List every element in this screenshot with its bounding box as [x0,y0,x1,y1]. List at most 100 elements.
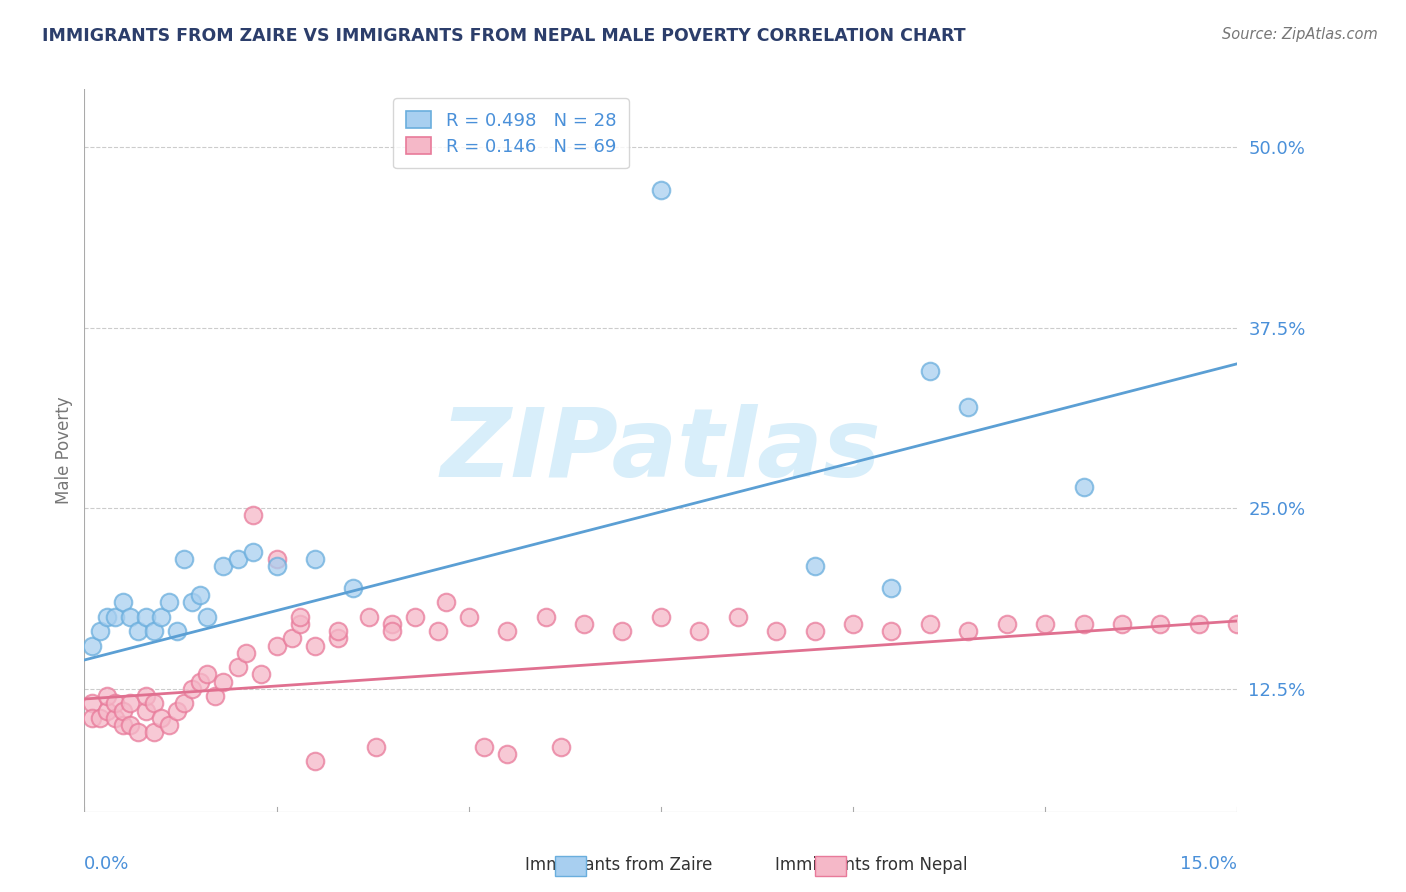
Point [688,624,710,639]
Point [120,696,142,710]
Point [166,624,188,639]
Point [226,660,249,674]
Point [250,667,273,681]
Text: Immigrants from Nepal: Immigrants from Nepal [776,856,967,874]
Point [765,624,787,639]
Point [111,718,134,732]
Point [426,624,449,639]
Point [142,725,165,739]
Point [266,559,288,574]
Point [842,616,865,631]
Point [1033,616,1056,631]
Point [226,551,249,566]
Point [80,639,103,653]
Point [304,754,326,768]
Point [304,639,326,653]
Point [995,616,1018,631]
Point [181,595,204,609]
Point [157,595,180,609]
Point [534,609,557,624]
Point [1188,616,1211,631]
Point [104,711,127,725]
Point [288,616,311,631]
Point [381,616,404,631]
Point [111,595,134,609]
Y-axis label: Male Poverty: Male Poverty [55,397,73,504]
Point [496,624,519,639]
Point [1149,616,1171,631]
Point [918,364,941,378]
Point [242,544,264,558]
Point [1111,616,1133,631]
Point [120,718,142,732]
Point [326,632,349,646]
Point [204,689,226,703]
Text: ZIPatlas: ZIPatlas [440,404,882,497]
Point [142,696,165,710]
Point [357,609,380,624]
Point [195,667,218,681]
Point [880,624,903,639]
Point [381,624,404,639]
Point [96,609,118,624]
Point [727,609,749,624]
Point [266,551,288,566]
Point [111,704,134,718]
Point [266,639,288,653]
Point [550,739,572,754]
Point [80,696,103,710]
Point [235,646,257,660]
Point [572,616,595,631]
Point [457,609,479,624]
Point [1226,616,1249,631]
Point [89,624,111,639]
Point [326,624,349,639]
Text: Immigrants from Zaire: Immigrants from Zaire [524,856,713,874]
Point [96,704,118,718]
Point [96,689,118,703]
Point [1073,616,1095,631]
Point [342,581,364,595]
Text: 15.0%: 15.0% [1180,855,1237,873]
Point [135,689,157,703]
Point [288,609,311,624]
Point [472,739,495,754]
Point [173,551,195,566]
Text: 0.0%: 0.0% [84,855,129,873]
Point [803,559,825,574]
Point [120,609,142,624]
Point [957,624,980,639]
Point [104,696,127,710]
Point [650,609,672,624]
Point [135,704,157,718]
Point [173,696,195,710]
Point [80,711,103,725]
Point [188,588,211,602]
Point [211,559,233,574]
Point [650,183,672,197]
Point [434,595,457,609]
Point [150,609,173,624]
Point [157,718,180,732]
Legend: R = 0.498   N = 28, R = 0.146   N = 69: R = 0.498 N = 28, R = 0.146 N = 69 [394,98,628,169]
Point [803,624,825,639]
Point [281,632,304,646]
Point [150,711,173,725]
Text: IMMIGRANTS FROM ZAIRE VS IMMIGRANTS FROM NEPAL MALE POVERTY CORRELATION CHART: IMMIGRANTS FROM ZAIRE VS IMMIGRANTS FROM… [42,27,966,45]
Point [1073,480,1095,494]
Point [242,508,264,523]
Point [612,624,634,639]
Point [918,616,941,631]
Point [166,704,188,718]
Point [957,400,980,414]
Point [104,609,127,624]
Point [880,581,903,595]
Point [195,609,218,624]
Point [181,681,204,696]
Point [89,711,111,725]
Point [127,624,149,639]
Point [142,624,165,639]
Point [188,674,211,689]
Point [135,609,157,624]
Text: Source: ZipAtlas.com: Source: ZipAtlas.com [1222,27,1378,42]
